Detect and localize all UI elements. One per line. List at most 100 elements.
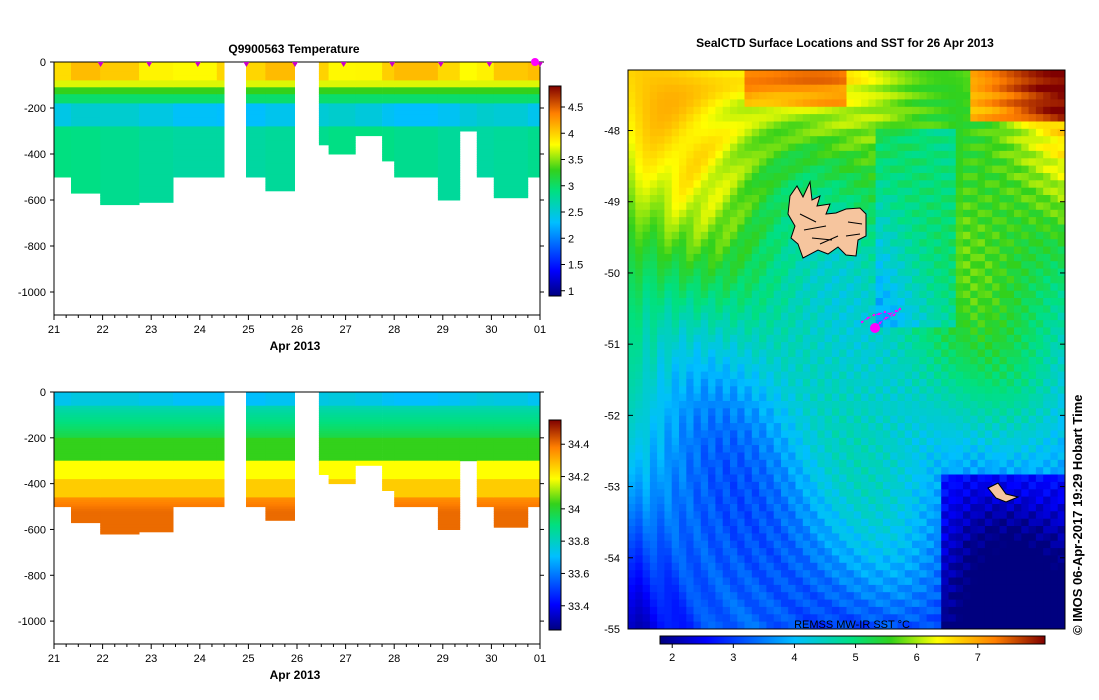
sst-cell — [657, 143, 665, 152]
sst-cell — [671, 92, 680, 100]
section-cell — [382, 131, 395, 134]
section-cell — [246, 117, 266, 120]
sst-cell — [1043, 283, 1051, 292]
sst-cell — [999, 128, 1008, 137]
section-cell — [328, 444, 356, 448]
sst-cell — [686, 99, 695, 108]
sst-cell — [766, 261, 775, 270]
sst-cell — [686, 423, 695, 431]
sst-cell — [861, 187, 869, 196]
sst-cell — [824, 283, 833, 292]
section-cell — [493, 497, 529, 501]
sst-cell — [671, 165, 680, 174]
section-cell — [328, 465, 356, 469]
sst-cell — [941, 283, 949, 292]
sst-cell — [963, 246, 971, 255]
sst-cell — [781, 165, 789, 174]
section-cell — [394, 396, 439, 400]
sst-cell — [839, 114, 847, 122]
section-cell — [328, 472, 356, 475]
sst-cell — [766, 121, 775, 130]
section-cell — [328, 119, 356, 123]
section-cell — [100, 156, 140, 160]
sst-cell — [831, 430, 840, 439]
sst-cell — [977, 342, 986, 350]
sst-cell — [839, 298, 847, 306]
sst-cell — [708, 430, 716, 439]
sst-cell — [693, 349, 702, 358]
section-cell — [328, 405, 356, 409]
sst-cell — [970, 430, 979, 439]
sst-cell — [992, 320, 1000, 328]
sst-cell — [810, 165, 818, 174]
sst-cell — [919, 342, 928, 350]
sst-cell — [912, 239, 920, 248]
sst-cell — [773, 173, 782, 181]
sst-cell — [1050, 261, 1059, 270]
sst-cell — [1043, 128, 1051, 137]
sst-cell — [781, 423, 789, 431]
section-cell — [493, 98, 529, 102]
sst-cell — [1050, 246, 1059, 255]
sst-cell — [1028, 106, 1037, 115]
section-cell — [437, 73, 461, 77]
section-cell — [71, 110, 101, 114]
sst-cell — [999, 364, 1008, 373]
section-cell — [100, 154, 140, 157]
sst-cell — [817, 70, 826, 78]
sst-cell — [904, 239, 913, 248]
section-cell — [246, 151, 266, 155]
sst-cell — [948, 70, 957, 78]
sst-cell — [751, 209, 760, 218]
section-cell — [173, 398, 218, 402]
sst-cell — [868, 393, 877, 402]
section-cell — [265, 174, 295, 178]
section-cell — [246, 490, 266, 494]
sst-cell — [1050, 290, 1059, 299]
sst-cell — [875, 180, 884, 189]
section-cell — [216, 121, 225, 125]
section-cell — [493, 444, 529, 448]
sst-cell — [1043, 106, 1051, 115]
sst-cell — [933, 92, 942, 100]
sst-cell — [1050, 268, 1059, 277]
section-cell — [394, 460, 439, 464]
sst-cell — [846, 334, 855, 343]
section-cell — [71, 156, 101, 160]
sst-cell — [992, 114, 1000, 122]
sst-cell — [1014, 349, 1022, 358]
section-cell — [493, 165, 529, 169]
sst-cell — [875, 121, 884, 130]
section-cell — [527, 71, 541, 74]
sst-cell — [999, 121, 1008, 130]
sst-cell — [664, 356, 673, 365]
sst-cell — [679, 77, 687, 86]
sst-cell — [802, 364, 811, 373]
section-cell — [139, 458, 174, 462]
sst-cell — [628, 283, 636, 292]
sst-cell — [970, 364, 979, 373]
section-cell — [173, 426, 218, 430]
sst-cell — [1014, 386, 1022, 395]
sst-cell — [700, 187, 709, 196]
sst-cell — [970, 231, 979, 240]
sst-cell — [875, 158, 884, 167]
sst-cell — [751, 224, 760, 233]
section-cell — [493, 394, 529, 398]
sst-cell — [948, 275, 957, 284]
sst-cell — [882, 408, 891, 417]
sst-cell — [671, 121, 680, 130]
sst-cell — [1043, 371, 1051, 380]
sst-cell — [912, 84, 920, 93]
sst-cell — [875, 312, 884, 321]
section-cell — [71, 135, 101, 139]
section-cell — [246, 467, 266, 471]
sst-cell — [839, 378, 847, 387]
section-cell — [71, 440, 101, 443]
sst-cell — [1050, 408, 1059, 417]
sst-cell — [831, 334, 840, 343]
sst-cell — [773, 437, 782, 446]
section-cell — [265, 131, 295, 134]
section-cell — [437, 485, 461, 489]
sst-cell — [715, 136, 724, 145]
